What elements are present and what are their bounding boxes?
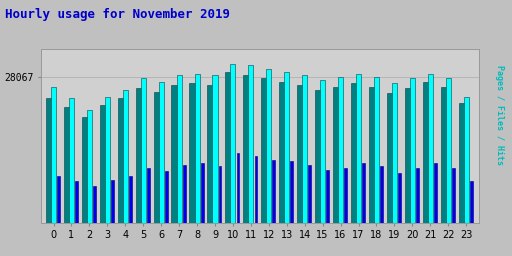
Bar (212, 75, 218, 223)
Bar (302, 75, 307, 223)
Bar (326, 170, 329, 223)
Bar (159, 82, 164, 223)
Bar (290, 161, 293, 223)
Bar (441, 87, 445, 223)
Bar (387, 93, 392, 223)
Bar (129, 176, 132, 223)
Bar (308, 165, 311, 223)
Bar (75, 181, 78, 223)
Bar (284, 72, 289, 223)
Bar (183, 165, 185, 223)
Bar (225, 72, 230, 223)
Bar (351, 83, 356, 223)
Bar (374, 77, 379, 223)
Bar (69, 98, 74, 223)
Bar (464, 97, 468, 223)
Bar (404, 88, 410, 223)
Bar (410, 79, 415, 223)
Bar (428, 73, 433, 223)
Text: Hourly usage for November 2019: Hourly usage for November 2019 (5, 8, 230, 21)
Bar (392, 83, 397, 223)
Bar (118, 98, 123, 223)
Bar (172, 85, 177, 223)
Bar (470, 181, 473, 223)
Bar (177, 75, 182, 223)
Bar (254, 156, 258, 223)
Bar (356, 73, 361, 223)
Bar (338, 77, 343, 223)
Bar (315, 90, 320, 223)
Bar (64, 107, 69, 223)
Bar (141, 79, 146, 223)
Bar (195, 73, 200, 223)
Bar (333, 87, 338, 223)
Bar (51, 87, 56, 223)
Text: Pages / Files / Hits: Pages / Files / Hits (495, 65, 504, 165)
Bar (380, 166, 383, 223)
Bar (320, 80, 325, 223)
Bar (279, 82, 284, 223)
Bar (111, 180, 114, 223)
Bar (266, 69, 271, 223)
Bar (445, 79, 451, 223)
Bar (207, 85, 212, 223)
Bar (416, 168, 419, 223)
Bar (82, 117, 87, 223)
Bar (165, 171, 167, 223)
Bar (147, 168, 150, 223)
Bar (87, 110, 92, 223)
Bar (369, 87, 374, 223)
Bar (422, 82, 428, 223)
Bar (201, 163, 204, 223)
Bar (105, 97, 110, 223)
Bar (297, 85, 302, 223)
Bar (100, 105, 105, 223)
Bar (189, 83, 195, 223)
Bar (344, 168, 347, 223)
Bar (398, 173, 401, 223)
Bar (154, 92, 159, 223)
Bar (434, 163, 437, 223)
Bar (46, 98, 51, 223)
Bar (237, 153, 240, 223)
Bar (272, 160, 275, 223)
Bar (219, 166, 222, 223)
Bar (248, 65, 253, 223)
Bar (452, 168, 455, 223)
Bar (136, 88, 141, 223)
Bar (362, 163, 365, 223)
Bar (230, 63, 236, 223)
Bar (243, 75, 248, 223)
Bar (93, 186, 96, 223)
Bar (123, 90, 128, 223)
Bar (261, 79, 266, 223)
Bar (459, 103, 464, 223)
Bar (57, 176, 60, 223)
